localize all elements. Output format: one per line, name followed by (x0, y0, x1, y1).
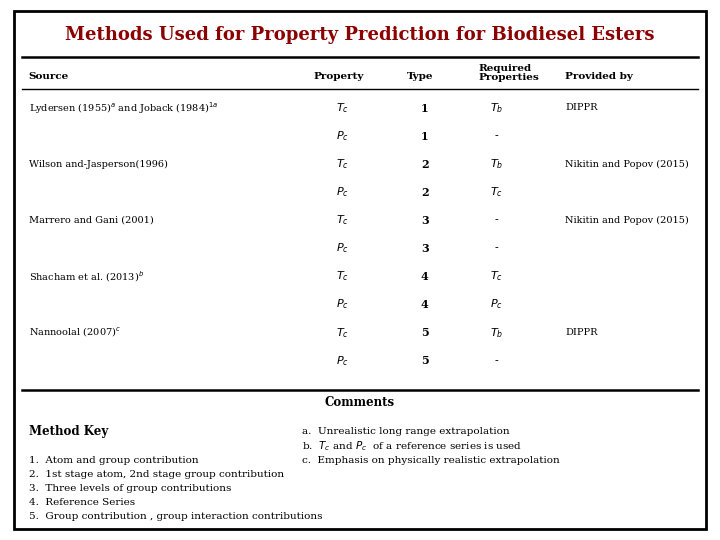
Text: Wilson and-Jasperson(1996): Wilson and-Jasperson(1996) (29, 160, 168, 168)
Text: $T_b$: $T_b$ (490, 157, 503, 171)
Text: $P_c$: $P_c$ (336, 354, 348, 368)
Text: $T_c$: $T_c$ (336, 326, 348, 340)
Text: Nikitin and Popov (2015): Nikitin and Popov (2015) (565, 216, 689, 225)
Text: DIPPR: DIPPR (565, 328, 598, 337)
Text: $T_c$: $T_c$ (336, 101, 348, 115)
Text: $T_b$: $T_b$ (490, 326, 503, 340)
Text: $P_c$: $P_c$ (336, 129, 348, 143)
Text: Required: Required (479, 64, 532, 72)
Text: $T_c$: $T_c$ (336, 157, 348, 171)
Text: 3: 3 (421, 215, 428, 226)
Text: 3.  Three levels of group contributions: 3. Three levels of group contributions (29, 484, 231, 492)
Text: $T_c$: $T_c$ (336, 213, 348, 227)
Text: $P_c$: $P_c$ (336, 241, 348, 255)
Text: 5: 5 (421, 355, 428, 366)
Text: 2.  1st stage atom, 2nd stage group contribution: 2. 1st stage atom, 2nd stage group contr… (29, 470, 284, 478)
Text: Source: Source (29, 72, 69, 81)
Text: Provided by: Provided by (565, 72, 633, 81)
Text: Type: Type (407, 72, 433, 81)
Text: 1: 1 (421, 103, 428, 113)
Text: Property: Property (313, 72, 364, 81)
Text: Shacham et al. (2013)$^b$: Shacham et al. (2013)$^b$ (29, 269, 144, 284)
Text: -: - (495, 131, 499, 141)
Text: -: - (495, 215, 499, 225)
Text: 3: 3 (421, 243, 428, 254)
Text: c.  Emphasis on physically realistic extrapolation: c. Emphasis on physically realistic extr… (302, 456, 560, 464)
Text: $T_b$: $T_b$ (490, 101, 503, 115)
Text: 4.  Reference Series: 4. Reference Series (29, 498, 135, 507)
Text: $T_c$: $T_c$ (336, 269, 348, 284)
Text: Nikitin and Popov (2015): Nikitin and Popov (2015) (565, 160, 689, 168)
Text: 4: 4 (421, 299, 428, 310)
Text: 5.  Group contribution , group interaction contributions: 5. Group contribution , group interactio… (29, 512, 323, 521)
Text: -: - (495, 356, 499, 366)
FancyBboxPatch shape (14, 11, 706, 529)
Text: b.  $T_c$ and $P_c$  of a reference series is used: b. $T_c$ and $P_c$ of a reference series… (302, 439, 523, 453)
Text: -: - (495, 244, 499, 253)
Text: 2: 2 (421, 187, 428, 198)
Text: Nannoolal (2007)$^c$: Nannoolal (2007)$^c$ (29, 326, 121, 339)
Text: Marrero and Gani (2001): Marrero and Gani (2001) (29, 216, 153, 225)
Text: $P_c$: $P_c$ (336, 185, 348, 199)
Text: Comments: Comments (325, 396, 395, 409)
Text: DIPPR: DIPPR (565, 104, 598, 112)
Text: Methods Used for Property Prediction for Biodiesel Esters: Methods Used for Property Prediction for… (66, 26, 654, 44)
Text: 2: 2 (421, 159, 428, 170)
Text: $T_c$: $T_c$ (490, 269, 503, 284)
Text: 4: 4 (421, 271, 428, 282)
Text: 1: 1 (421, 131, 428, 141)
Text: Properties: Properties (479, 73, 539, 82)
Text: Lydersen (1955)$^a$ and Joback (1984)$^{1a}$: Lydersen (1955)$^a$ and Joback (1984)$^{… (29, 100, 218, 116)
Text: $P_c$: $P_c$ (336, 298, 348, 312)
Text: $P_c$: $P_c$ (490, 298, 503, 312)
Text: 1.  Atom and group contribution: 1. Atom and group contribution (29, 456, 199, 464)
Text: Method Key: Method Key (29, 426, 108, 438)
Text: $T_c$: $T_c$ (490, 185, 503, 199)
Text: a.  Unrealistic long range extrapolation: a. Unrealistic long range extrapolation (302, 428, 510, 436)
Text: 5: 5 (421, 327, 428, 338)
